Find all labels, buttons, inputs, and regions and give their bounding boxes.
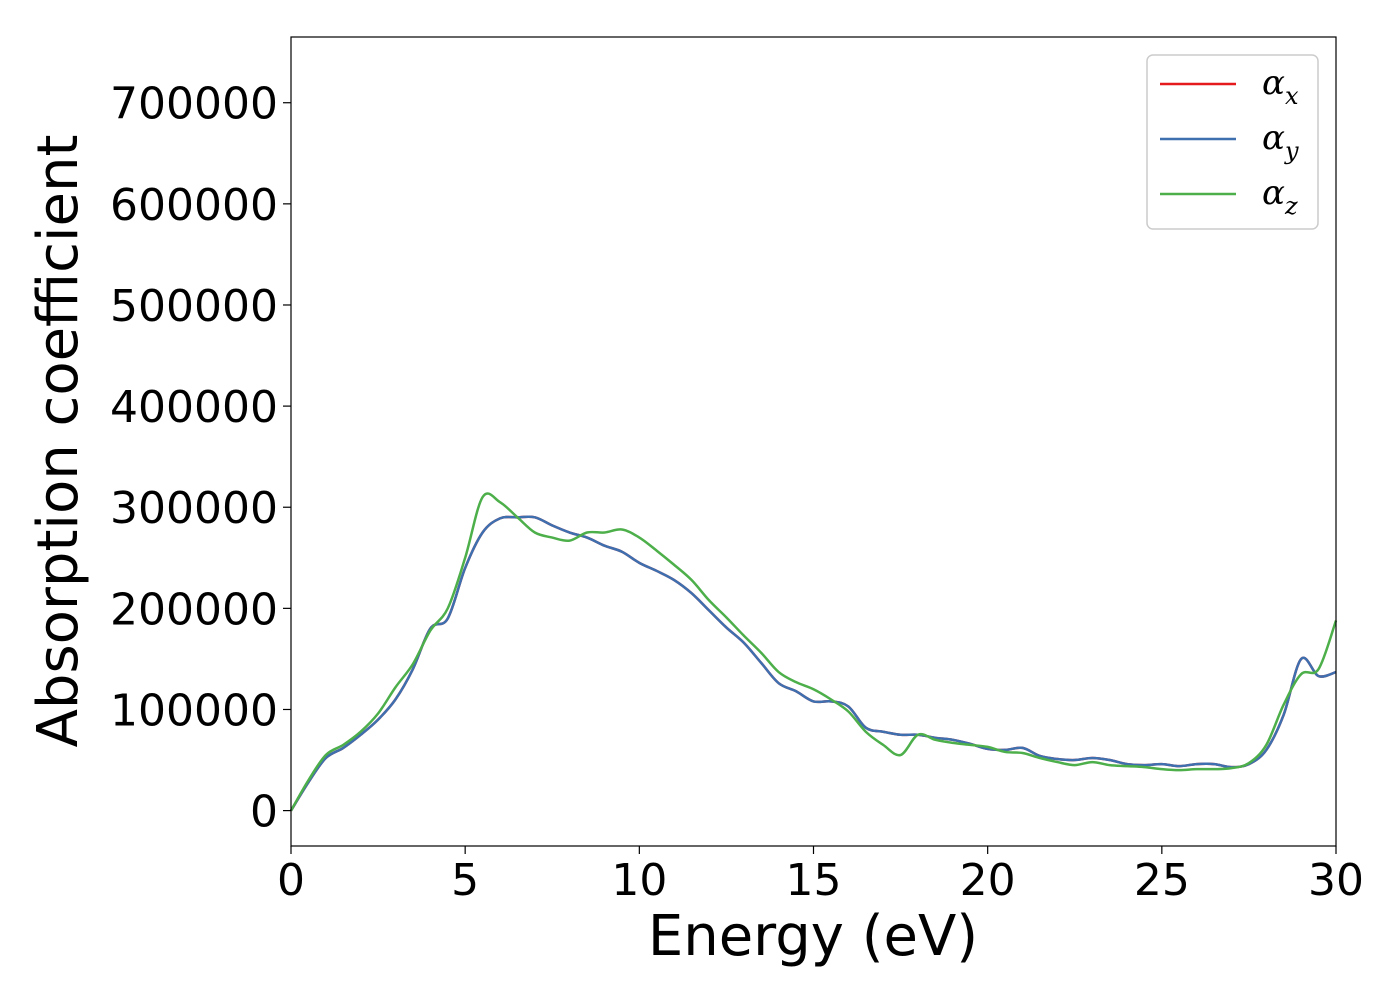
x-axis-ticks: 0 5 10 15 20 25 30 <box>277 846 1364 906</box>
series-line-z <box>289 492 1338 812</box>
x-tick-label: 15 <box>786 855 842 906</box>
series-line-y <box>289 515 1337 812</box>
x-tick-label: 5 <box>451 855 479 906</box>
x-tick-label: 30 <box>1308 855 1364 906</box>
y-tick-label: 200000 <box>110 584 278 635</box>
x-tick-label: 10 <box>611 855 667 906</box>
y-tick-label: 0 <box>250 787 278 838</box>
y-tick-label: 400000 <box>110 382 278 433</box>
y-tick-label: 700000 <box>110 79 278 130</box>
legend: αx αy αz <box>1146 54 1319 230</box>
y-tick-label: 100000 <box>110 685 278 736</box>
legend-label-z: αz <box>1262 173 1298 220</box>
y-axis-title: Absorption coefficient <box>26 135 91 748</box>
x-tick-label: 20 <box>960 855 1016 906</box>
legend-frame <box>1146 54 1319 230</box>
x-axis-title: Energy (eV) <box>648 904 978 969</box>
y-tick-label: 300000 <box>110 483 278 534</box>
x-tick-label: 0 <box>277 855 305 906</box>
x-tick-label: 25 <box>1134 855 1190 906</box>
legend-label-x: αx <box>1262 63 1299 110</box>
y-axis-ticks: 0 100000 200000 300000 400000 500000 600000 700… <box>110 79 291 838</box>
y-tick-label: 500000 <box>110 281 278 332</box>
series-layer <box>289 492 1338 812</box>
legend-label-y: αy <box>1262 118 1299 165</box>
legend-items: αx αy αz <box>1160 63 1299 220</box>
y-tick-label: 600000 <box>110 180 278 231</box>
